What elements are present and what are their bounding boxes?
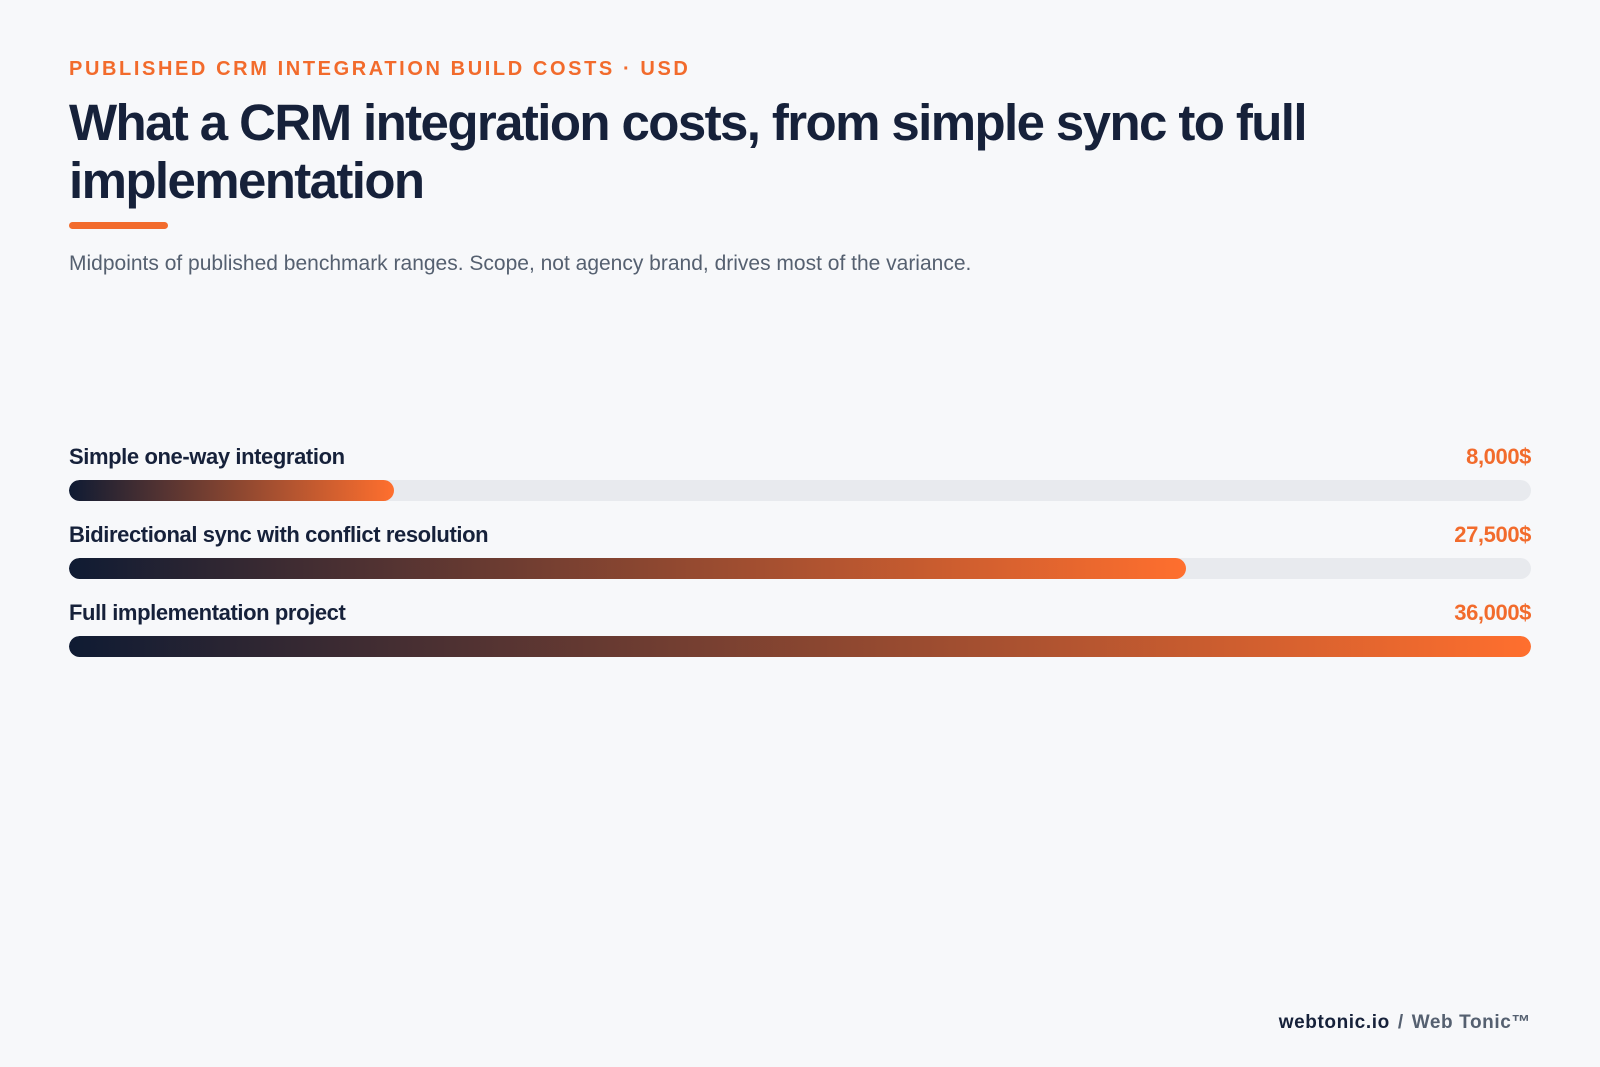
bar-fill <box>69 636 1531 657</box>
bar-value-label: 36,000$ <box>1454 600 1531 625</box>
bar-track <box>69 636 1531 657</box>
footer-separator: / <box>1397 1012 1404 1033</box>
footer-brand: Web Tonic™ <box>1411 1012 1531 1033</box>
bar-track <box>69 558 1531 579</box>
bar-value-label: 27,500$ <box>1454 522 1531 547</box>
bar-row: Full implementation project 36,000$ <box>69 594 1531 672</box>
title-accent-rule <box>69 222 168 229</box>
bar-track <box>69 480 1531 501</box>
chart-title: What a CRM integration costs, from simpl… <box>69 94 1308 209</box>
bar-fill <box>69 480 394 501</box>
chart-subtitle: Midpoints of published benchmark ranges.… <box>69 252 972 275</box>
footer-credit: webtonic.io / Web Tonic™ <box>1279 1012 1531 1034</box>
bar-category-label: Bidirectional sync with conflict resolut… <box>69 522 489 547</box>
bar-chart: Simple one-way integration 8,000$ Bidirect… <box>69 438 1531 672</box>
eyebrow-label: PUBLISHED CRM INTEGRATION BUILD COSTS · … <box>69 58 691 80</box>
footer-domain: webtonic.io <box>1278 1012 1390 1033</box>
bar-category-label: Full implementation project <box>69 600 346 625</box>
bar-category-label: Simple one-way integration <box>69 444 345 469</box>
bar-fill <box>69 558 1186 579</box>
bar-row: Bidirectional sync with conflict resolut… <box>69 516 1531 594</box>
bar-row: Simple one-way integration 8,000$ <box>69 438 1531 516</box>
bar-value-label: 8,000$ <box>1466 444 1531 469</box>
